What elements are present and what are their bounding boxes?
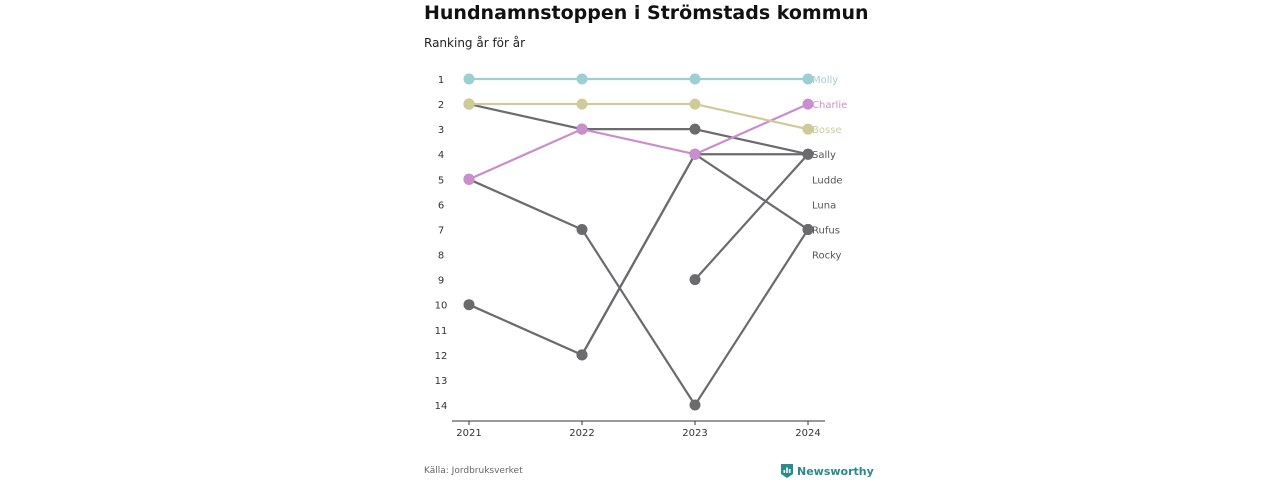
data-point-molly (802, 73, 814, 85)
bar-chart-logo-icon (781, 464, 793, 478)
series-end-label: Bosse (812, 125, 842, 136)
data-point-charlie (689, 148, 701, 160)
y-tick-label: 7 (438, 225, 444, 236)
series-end-label: Charlie (812, 100, 847, 111)
y-tick-label: 10 (435, 301, 448, 312)
series-end-label: Luna (812, 200, 836, 211)
y-tick-label: 8 (438, 251, 444, 262)
y-tick-label: 14 (435, 401, 448, 412)
series-line-rufus (468, 178, 809, 407)
y-tick-label: 3 (438, 125, 444, 136)
chart-subtitle: Ranking år för år (424, 36, 526, 50)
y-tick-label: 12 (435, 351, 448, 362)
y-tick-label: 6 (438, 200, 444, 211)
y-tick-label: 13 (435, 376, 448, 387)
brand-logo: Newsworthy (781, 464, 874, 478)
data-point-molly (576, 73, 588, 85)
series-line-ludde (581, 153, 808, 356)
data-point-rocky (802, 148, 814, 160)
data-point-luna (576, 349, 588, 361)
data-point-luna (463, 299, 475, 311)
data-point-rocky (689, 274, 701, 286)
data-point-charlie (463, 173, 475, 185)
data-point-charlie (802, 98, 814, 110)
data-point-sally (689, 123, 701, 135)
data-point-charlie (576, 123, 588, 135)
x-tick-label: 2021 (456, 428, 481, 439)
data-point-rufus (576, 223, 588, 235)
source-note: Källa: Jordbruksverket (424, 466, 523, 476)
series-line-sally (468, 103, 809, 156)
series-line-bosse (469, 102, 809, 131)
data-point-rufus (802, 223, 814, 235)
data-point-molly (689, 73, 701, 85)
x-tick-label: 2024 (795, 428, 820, 439)
series-end-label: Rufus (812, 225, 840, 236)
series-end-label: Sally (812, 150, 836, 161)
y-tick-label: 11 (435, 326, 448, 337)
data-point-molly (463, 73, 475, 85)
data-point-bosse (689, 98, 701, 110)
y-tick-label: 9 (438, 276, 444, 287)
data-point-bosse (802, 123, 814, 135)
series-end-label: Molly (812, 75, 838, 86)
data-point-bosse (576, 98, 588, 110)
y-tick-label: 2 (438, 100, 444, 111)
x-tick-label: 2023 (682, 428, 707, 439)
y-tick-label: 5 (438, 175, 444, 186)
chart-title: Hundnamnstoppen i Strömstads kommun (424, 2, 869, 24)
brand-name: Newsworthy (797, 464, 874, 478)
data-point-bosse (463, 98, 475, 110)
series-end-label: Ludde (812, 175, 843, 186)
y-tick-label: 1 (438, 75, 444, 86)
series-line-charlie (468, 103, 809, 181)
y-tick-label: 4 (438, 150, 444, 161)
data-point-rufus (689, 399, 701, 411)
x-tick-label: 2022 (569, 428, 594, 439)
series-end-label: Rocky (812, 251, 842, 262)
series-line-rocky (694, 153, 809, 281)
series-line-luna (468, 153, 809, 356)
